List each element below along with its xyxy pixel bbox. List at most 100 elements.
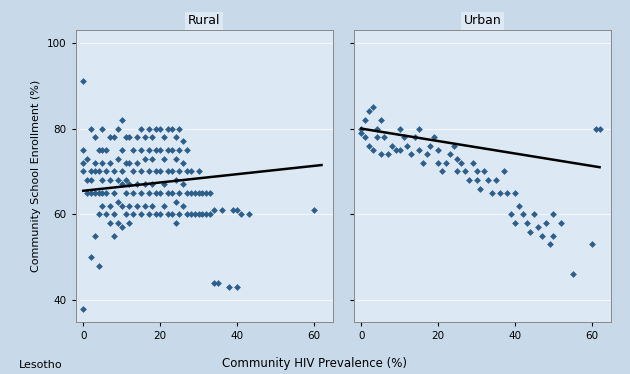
Point bbox=[128, 190, 138, 196]
Point bbox=[178, 160, 188, 166]
Point bbox=[456, 160, 466, 166]
Point bbox=[109, 169, 119, 175]
Point bbox=[414, 126, 424, 132]
Point bbox=[86, 177, 96, 183]
Point bbox=[205, 190, 215, 196]
Point bbox=[89, 233, 100, 239]
Point bbox=[89, 190, 100, 196]
Point bbox=[595, 126, 605, 132]
Point bbox=[383, 151, 393, 157]
Point bbox=[472, 177, 482, 183]
Point bbox=[113, 220, 123, 226]
Point bbox=[105, 220, 115, 226]
Point bbox=[171, 177, 181, 183]
Point bbox=[506, 211, 516, 217]
Point bbox=[433, 160, 444, 166]
Y-axis label: Community School Enrollment (%): Community School Enrollment (%) bbox=[32, 80, 42, 272]
Point bbox=[182, 211, 192, 217]
Point bbox=[113, 177, 123, 183]
Point bbox=[117, 224, 127, 230]
Point bbox=[136, 190, 146, 196]
Point bbox=[175, 147, 185, 153]
Point bbox=[132, 134, 142, 140]
Point bbox=[101, 169, 112, 175]
Point bbox=[178, 181, 188, 187]
Point bbox=[522, 220, 532, 226]
Point bbox=[452, 156, 462, 162]
Point bbox=[151, 126, 161, 132]
Point bbox=[193, 211, 203, 217]
Point bbox=[186, 190, 196, 196]
Point bbox=[464, 177, 474, 183]
Point bbox=[209, 207, 219, 213]
Point bbox=[86, 190, 96, 196]
Point bbox=[232, 284, 242, 290]
Point bbox=[86, 254, 96, 260]
Point bbox=[498, 169, 508, 175]
Point bbox=[98, 160, 108, 166]
Point bbox=[568, 272, 578, 278]
Point bbox=[166, 126, 176, 132]
Point bbox=[159, 203, 169, 209]
Point bbox=[151, 147, 161, 153]
Point bbox=[155, 147, 165, 153]
Point bbox=[360, 117, 370, 123]
Point bbox=[510, 190, 520, 196]
Point bbox=[395, 126, 405, 132]
Point bbox=[120, 190, 130, 196]
Point bbox=[120, 160, 130, 166]
Point bbox=[136, 211, 146, 217]
Point bbox=[387, 143, 397, 149]
Point bbox=[144, 147, 154, 153]
Point bbox=[159, 181, 169, 187]
Point bbox=[132, 160, 142, 166]
Point bbox=[144, 169, 154, 175]
Point bbox=[529, 211, 539, 217]
Point bbox=[155, 211, 165, 217]
Point bbox=[171, 199, 181, 205]
Point bbox=[117, 169, 127, 175]
Point bbox=[82, 190, 92, 196]
Point bbox=[171, 134, 181, 140]
Title: Urban: Urban bbox=[464, 14, 501, 27]
Point bbox=[460, 169, 470, 175]
Point bbox=[86, 169, 96, 175]
Point bbox=[78, 147, 88, 153]
Point bbox=[360, 134, 370, 140]
Point bbox=[124, 181, 134, 187]
Point bbox=[147, 181, 158, 187]
Point bbox=[479, 169, 490, 175]
Point bbox=[178, 138, 188, 144]
Point bbox=[136, 126, 146, 132]
Point bbox=[449, 143, 459, 149]
Text: Community HIV Prevalence (%): Community HIV Prevalence (%) bbox=[222, 357, 408, 370]
Point bbox=[89, 160, 100, 166]
Point bbox=[120, 211, 130, 217]
Point bbox=[544, 242, 554, 248]
Point bbox=[132, 181, 142, 187]
Point bbox=[182, 169, 192, 175]
Point bbox=[140, 156, 150, 162]
Point bbox=[147, 134, 158, 140]
Point bbox=[197, 190, 207, 196]
Point bbox=[128, 147, 138, 153]
Point bbox=[78, 79, 88, 85]
Point bbox=[364, 143, 374, 149]
Point bbox=[147, 156, 158, 162]
Point bbox=[98, 177, 108, 183]
Point bbox=[483, 177, 493, 183]
Point bbox=[533, 224, 543, 230]
Point bbox=[113, 126, 123, 132]
Point bbox=[175, 169, 185, 175]
Point bbox=[379, 134, 389, 140]
Point bbox=[105, 177, 115, 183]
Point bbox=[403, 143, 413, 149]
Point bbox=[120, 134, 130, 140]
Point bbox=[89, 169, 100, 175]
Point bbox=[591, 126, 601, 132]
Point bbox=[232, 207, 242, 213]
Point bbox=[236, 211, 246, 217]
Point bbox=[372, 126, 382, 132]
Point bbox=[105, 160, 115, 166]
Point bbox=[101, 211, 112, 217]
